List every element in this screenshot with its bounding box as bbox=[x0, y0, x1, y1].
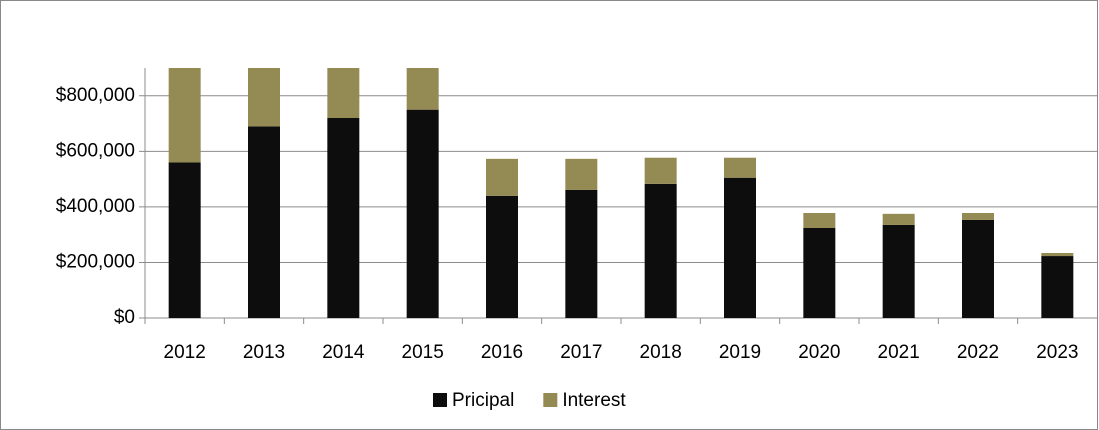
x-tick-label: 2017 bbox=[560, 342, 602, 363]
x-tick-label: 2016 bbox=[481, 342, 523, 363]
x-tick-label: 2021 bbox=[878, 342, 920, 363]
bar-segment bbox=[882, 224, 915, 318]
bar-segment bbox=[406, 68, 439, 110]
bar-segment bbox=[644, 183, 677, 318]
x-tick-label: 2019 bbox=[719, 342, 761, 363]
bar-segment bbox=[1041, 253, 1074, 257]
bar-segment bbox=[327, 118, 360, 318]
x-tick-label: 2013 bbox=[243, 342, 285, 363]
bar-segment bbox=[248, 68, 280, 127]
bar-segment bbox=[406, 109, 439, 319]
legend-label: Pricipal bbox=[452, 390, 514, 411]
bar-segment bbox=[1041, 256, 1074, 318]
x-tick-label: 2018 bbox=[640, 342, 682, 363]
y-tick-label: $200,000 bbox=[56, 251, 135, 272]
bar-segment bbox=[327, 68, 360, 118]
bar-segment bbox=[168, 68, 201, 163]
y-tick-label: $400,000 bbox=[56, 196, 135, 217]
x-tick-label: 2023 bbox=[1036, 342, 1078, 363]
bar-segment bbox=[962, 213, 994, 220]
bar-segment bbox=[168, 162, 201, 318]
bar-segment bbox=[724, 157, 756, 178]
bar-segment bbox=[486, 158, 518, 196]
y-tick-label: $600,000 bbox=[56, 140, 135, 161]
x-tick-label: 2015 bbox=[402, 342, 444, 363]
bar-segment bbox=[803, 213, 836, 228]
bar-segment bbox=[565, 189, 598, 318]
x-tick-label: 2022 bbox=[957, 342, 999, 363]
y-tick-label: $0 bbox=[114, 307, 135, 328]
y-tick-label: $800,000 bbox=[56, 85, 135, 106]
x-tick-label: 2014 bbox=[322, 342, 365, 363]
bar-segment bbox=[803, 228, 836, 318]
x-tick-label: 2020 bbox=[798, 342, 840, 363]
bar-segment bbox=[486, 195, 518, 318]
legend-swatch bbox=[543, 393, 558, 407]
x-tick-label: 2012 bbox=[164, 342, 206, 363]
bar-segment bbox=[882, 213, 915, 225]
bar-segment bbox=[248, 126, 280, 318]
bar-segment bbox=[565, 158, 598, 190]
bar-segment bbox=[962, 219, 994, 318]
legend-swatch bbox=[433, 393, 447, 407]
bar-segment bbox=[724, 177, 756, 318]
legend-label: Interest bbox=[562, 390, 626, 411]
bar-segment bbox=[644, 157, 677, 184]
